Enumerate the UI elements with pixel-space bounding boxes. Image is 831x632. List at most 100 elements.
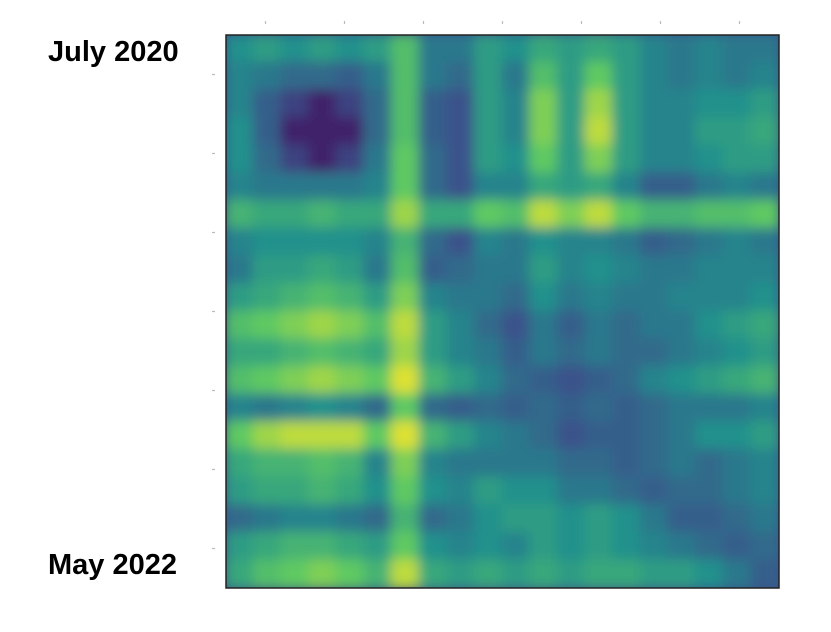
heatmap-cell bbox=[473, 282, 504, 313]
heatmap-cell bbox=[639, 89, 670, 119]
heatmap-cell bbox=[529, 255, 559, 285]
heatmap-cell bbox=[750, 282, 779, 313]
heatmap-cell bbox=[280, 393, 310, 424]
heatmap-cell bbox=[390, 199, 421, 230]
heatmap-cell bbox=[226, 476, 255, 507]
heatmap-cell bbox=[226, 504, 255, 534]
heatmap-cell bbox=[335, 476, 366, 507]
heatmap-cell bbox=[390, 504, 421, 534]
heatmap-cell bbox=[639, 282, 670, 313]
heatmap-cell bbox=[418, 255, 449, 285]
heatmap-cell bbox=[335, 531, 366, 562]
heatmap-cell bbox=[307, 421, 338, 451]
heatmap-cell bbox=[529, 559, 559, 588]
heatmap-cell bbox=[556, 144, 587, 175]
heatmap-cell bbox=[639, 116, 670, 147]
heatmap-cell bbox=[501, 338, 532, 368]
heatmap-cell bbox=[363, 448, 393, 479]
heatmap-cell bbox=[390, 310, 421, 341]
heatmap-cell bbox=[252, 89, 283, 119]
heatmap-cell bbox=[529, 116, 559, 147]
heatmap-cell bbox=[390, 144, 421, 175]
heatmap-cell bbox=[529, 531, 559, 562]
heatmap-cell bbox=[584, 227, 615, 258]
heatmap-cell bbox=[667, 89, 698, 119]
heatmap-cell bbox=[529, 310, 559, 341]
heatmap-cell bbox=[446, 282, 476, 313]
heatmap-cell bbox=[446, 559, 476, 588]
heatmap-cell bbox=[280, 116, 310, 147]
heatmap-cell bbox=[280, 338, 310, 368]
heatmap-cell bbox=[252, 504, 283, 534]
heatmap-cell bbox=[473, 172, 504, 202]
heatmap-cell bbox=[584, 89, 615, 119]
heatmap-cell bbox=[252, 421, 283, 451]
heatmap-cell bbox=[612, 338, 642, 368]
heatmap-cell bbox=[639, 504, 670, 534]
heatmap-cell bbox=[335, 421, 366, 451]
heatmap-cell bbox=[446, 172, 476, 202]
heatmap-cell bbox=[446, 310, 476, 341]
heatmap-cell bbox=[612, 144, 642, 175]
heatmap-cell bbox=[501, 172, 532, 202]
heatmap-cell bbox=[226, 393, 255, 424]
heatmap-cell bbox=[529, 144, 559, 175]
heatmap-cell bbox=[722, 448, 753, 479]
heatmap-cell bbox=[252, 448, 283, 479]
heatmap-cell bbox=[556, 504, 587, 534]
heatmap-cell bbox=[556, 89, 587, 119]
heatmap-cell bbox=[695, 310, 725, 341]
heatmap-cell bbox=[307, 310, 338, 341]
heatmap-cell bbox=[473, 393, 504, 424]
heatmap-cell bbox=[335, 227, 366, 258]
heatmap-cell bbox=[307, 559, 338, 588]
heatmap-cell bbox=[390, 559, 421, 588]
heatmap-cell bbox=[363, 310, 393, 341]
heatmap-cell bbox=[473, 89, 504, 119]
heatmap-cell bbox=[695, 421, 725, 451]
heatmap-cell bbox=[418, 61, 449, 92]
heatmap-cell bbox=[722, 144, 753, 175]
heatmap-cell bbox=[252, 172, 283, 202]
heatmap-cell bbox=[529, 421, 559, 451]
heatmap-cell bbox=[529, 448, 559, 479]
heatmap-cell bbox=[612, 255, 642, 285]
heatmap-cell bbox=[612, 504, 642, 534]
heatmap-cell bbox=[418, 227, 449, 258]
heatmap-cell bbox=[418, 89, 449, 119]
heatmap-cell bbox=[722, 365, 753, 396]
heatmap-cells bbox=[226, 35, 779, 588]
heatmap-cell bbox=[473, 116, 504, 147]
heatmap-cell bbox=[612, 476, 642, 507]
heatmap-cell bbox=[639, 393, 670, 424]
heatmap-cell bbox=[722, 393, 753, 424]
heatmap-cell bbox=[307, 338, 338, 368]
heatmap-cell bbox=[363, 559, 393, 588]
heatmap-cell bbox=[501, 61, 532, 92]
heatmap-cell bbox=[446, 116, 476, 147]
heatmap-cell bbox=[584, 338, 615, 368]
heatmap-cell bbox=[695, 227, 725, 258]
heatmap-cell bbox=[418, 476, 449, 507]
heatmap-cell bbox=[390, 282, 421, 313]
heatmap-cell bbox=[722, 227, 753, 258]
heatmap-cell bbox=[473, 199, 504, 230]
heatmap-cell bbox=[667, 504, 698, 534]
heatmap-cell bbox=[390, 393, 421, 424]
heatmap-cell bbox=[252, 559, 283, 588]
heatmap-cell bbox=[722, 255, 753, 285]
heatmap-cell bbox=[667, 172, 698, 202]
heatmap-cell bbox=[501, 448, 532, 479]
heatmap-cell bbox=[501, 393, 532, 424]
heatmap-cell bbox=[418, 172, 449, 202]
heatmap-cell bbox=[667, 61, 698, 92]
heatmap-cell bbox=[226, 172, 255, 202]
heatmap-cell bbox=[446, 504, 476, 534]
heatmap-cell bbox=[280, 448, 310, 479]
heatmap-cell bbox=[584, 393, 615, 424]
heatmap-cell bbox=[612, 310, 642, 341]
heatmap-cell bbox=[280, 282, 310, 313]
heatmap-cell bbox=[307, 199, 338, 230]
heatmap-cell bbox=[667, 421, 698, 451]
heatmap-cell bbox=[280, 227, 310, 258]
